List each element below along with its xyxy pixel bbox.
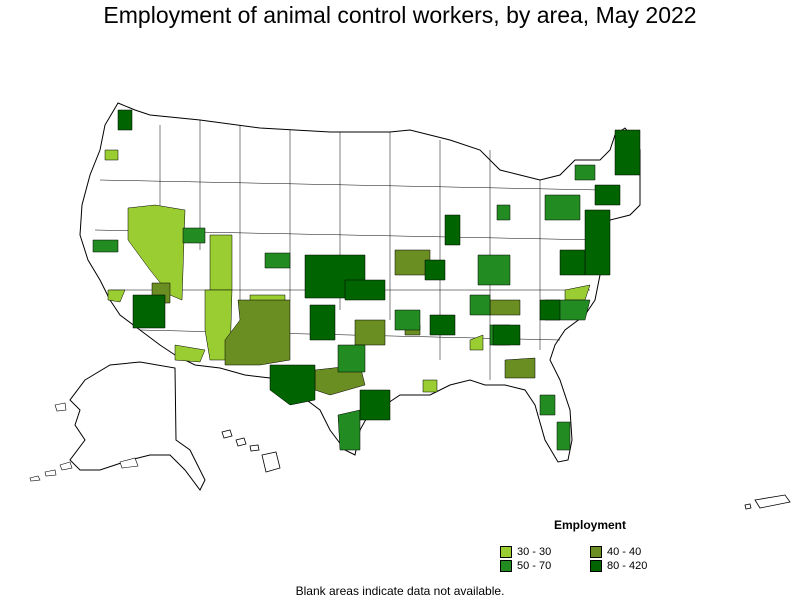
area-california-bay [92,239,119,253]
area-nevada [127,204,186,301]
area-fills [92,109,641,451]
legend-swatch [500,560,512,572]
legend-label: 80 - 420 [607,560,648,572]
area-georgia-north [492,324,521,346]
area-florida-north [539,394,556,416]
alaska-outline [69,361,206,491]
legend: Employment 30 - 30 40 - 40 50 - 70 80 - … [500,518,680,572]
area-texas-east [359,389,391,421]
area-new-england [574,164,596,181]
area-louisiana [422,379,438,393]
area-new-york [594,184,621,206]
area-maine [614,129,641,176]
puerto-rico [744,494,791,510]
island [221,429,233,439]
island [235,437,247,447]
area-oklahoma-central [344,279,386,301]
area-new-mexico [224,299,291,366]
area-michigan [496,204,511,221]
area-utah-west [209,234,233,291]
area-ohio [477,254,511,286]
legend-item-40-40: 40 - 40 [590,546,680,558]
area-colorado-west [264,252,291,269]
legend-item-30-30: 30 - 30 [500,546,590,558]
area-oregon [104,149,119,161]
area-georgia [504,357,536,379]
map-title: Employment of animal control workers, by… [103,2,697,28]
island [59,461,73,471]
area-mississippi [429,314,456,336]
legend-swatch [590,546,602,558]
legend-swatch [500,546,512,558]
island [249,444,260,452]
legend-swatch [590,560,602,572]
alaska-islands [29,402,139,482]
area-pennsylvania [544,194,581,221]
area-texas-west [269,364,316,406]
area-oklahoma-east [354,319,386,346]
footnote: Blank areas indicate data not available. [295,584,505,598]
area-virginia-west [559,249,586,276]
legend-label: 30 - 30 [517,546,552,558]
island [261,451,281,473]
area-arkansas [394,309,421,331]
hawaii-islands [221,429,281,473]
area-alabama [469,334,484,351]
island [754,494,791,509]
area-florida-east [556,421,571,451]
area-missouri-east [424,259,446,281]
area-illinois [444,214,461,246]
area-south-carolina [539,299,561,321]
island [119,457,139,469]
legend-grid: 30 - 30 40 - 40 50 - 70 80 - 420 [500,546,680,572]
area-indiana [469,294,491,316]
area-oklahoma [309,304,336,341]
area-arizona-phoenix [132,294,166,329]
island [44,469,57,477]
legend-label: 40 - 40 [607,546,642,558]
legend-label: 50 - 70 [517,560,552,572]
area-idaho-east [182,227,206,244]
area-washington-west [117,109,133,131]
island [54,402,67,412]
area-texas-south [337,409,361,451]
area-kentucky [489,299,521,316]
legend-title: Employment [553,518,626,532]
area-texas-north [337,344,366,373]
area-mid-atlantic [584,209,611,276]
area-arizona-south [174,344,206,363]
legend-item-80-420: 80 - 420 [590,560,680,572]
area-california-central [107,289,126,303]
island [29,475,41,482]
legend-item-50-70: 50 - 70 [500,560,590,572]
island [744,503,752,510]
